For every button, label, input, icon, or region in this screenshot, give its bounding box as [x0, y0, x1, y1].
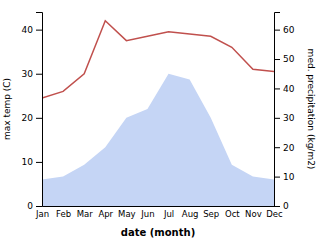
- tick: Oct: [225, 209, 240, 219]
- tick-label: Nov: [245, 209, 262, 219]
- area: [42, 74, 274, 206]
- tick-mark: [36, 30, 42, 31]
- tick-label: Jan: [35, 209, 49, 219]
- tick: Aug: [182, 209, 199, 219]
- tick: Sep: [203, 209, 219, 219]
- tick-label: Apr: [98, 209, 113, 219]
- tick: May: [118, 209, 136, 219]
- tick-mark: [274, 59, 280, 60]
- tick-mark: [36, 162, 42, 163]
- tick-label: Jul: [163, 209, 174, 219]
- tick-mark: [274, 147, 280, 148]
- tick-label: 0: [283, 201, 289, 211]
- tick-label: Dec: [266, 209, 283, 219]
- x-axis-title: date (month): [121, 227, 195, 238]
- tick: 0: [274, 201, 289, 211]
- tick-label: 50: [283, 54, 295, 64]
- tick-label: 30: [22, 69, 34, 79]
- tick: 50: [274, 54, 295, 64]
- tick-label: 10: [283, 172, 295, 182]
- tick-label: 60: [283, 25, 295, 35]
- tick-label: Mar: [77, 209, 94, 219]
- y-axis-title: max temp (C): [2, 78, 12, 140]
- tick-label: May: [118, 209, 136, 219]
- tick: Nov: [245, 209, 262, 219]
- tick-mark: [36, 118, 42, 119]
- tick: 30: [22, 69, 42, 79]
- tick: Jan: [35, 209, 49, 219]
- tick-mark: [274, 88, 280, 89]
- tick: 30: [274, 113, 295, 123]
- marks: [42, 21, 274, 206]
- tick: Jun: [140, 209, 154, 219]
- x-axis: Jan Feb Mar Apr May Jun Jul Aug Sep Oct Nov Dec: [35, 207, 283, 220]
- tick: Apr: [98, 209, 113, 219]
- tick-label: 40: [283, 84, 295, 94]
- axis-line: [275, 13, 281, 207]
- tick-mark: [274, 206, 280, 207]
- tick-label: 10: [22, 157, 34, 167]
- tick-label: 40: [22, 25, 34, 35]
- tick: 20: [22, 113, 42, 123]
- y-axis: 0 10 20 30 40: [22, 13, 43, 212]
- axis-line: [36, 13, 43, 207]
- tick-label: Aug: [182, 209, 199, 219]
- tick-mark: [36, 74, 42, 75]
- tick-mark: [36, 206, 42, 207]
- plot: JanFebMarAprMayJunJulAugSepOctNovDec0102…: [22, 13, 295, 220]
- tick-label: Feb: [56, 209, 71, 219]
- chart: JanFebMarAprMayJunJulAugSepOctNovDec0102…: [0, 0, 318, 242]
- axis-line: [43, 206, 275, 207]
- tick-mark: [274, 30, 280, 31]
- tick: 0: [27, 201, 42, 211]
- tick-label: 30: [283, 113, 295, 123]
- tick: 60: [274, 25, 295, 35]
- tick-label: Oct: [225, 209, 240, 219]
- tick: Feb: [56, 209, 71, 219]
- y2-axis: 0 10 20 30 40 50 60: [274, 13, 295, 212]
- tick-label: 0: [27, 201, 33, 211]
- tick: 40: [22, 25, 42, 35]
- tick-mark: [274, 118, 280, 119]
- tick: 40: [274, 84, 295, 94]
- tick-label: Jun: [140, 209, 154, 219]
- tick: Mar: [77, 209, 94, 219]
- tick: 20: [274, 143, 295, 153]
- y2-axis-title: med. precipitation (kg/m2): [306, 49, 316, 170]
- tick: 10: [22, 157, 42, 167]
- tick: 10: [274, 172, 295, 182]
- tick-mark: [274, 177, 280, 178]
- tick: Jul: [163, 209, 174, 219]
- tick-label: 20: [283, 143, 295, 153]
- tick-label: 20: [22, 113, 34, 123]
- tick: Dec: [266, 209, 283, 219]
- tick-label: Sep: [203, 209, 219, 219]
- line: [42, 21, 274, 98]
